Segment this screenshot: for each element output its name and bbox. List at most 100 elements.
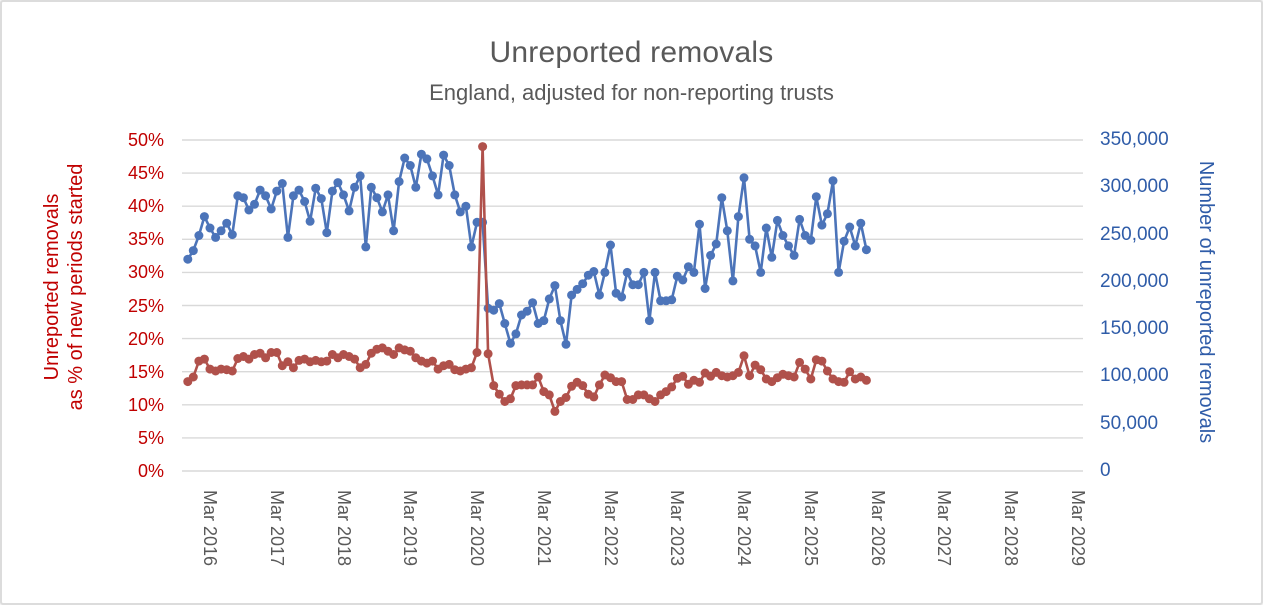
data-point-right	[561, 339, 571, 349]
data-point-right	[589, 267, 599, 276]
data-point-left	[817, 356, 827, 366]
data-point-right	[639, 267, 649, 277]
data-point-left	[288, 363, 298, 373]
data-point-right	[761, 223, 771, 233]
data-point-right	[606, 240, 615, 250]
data-point-right	[728, 276, 738, 286]
data-point-left	[544, 390, 554, 400]
data-point-right	[433, 190, 443, 200]
data-point-right	[222, 218, 232, 228]
data-point-right	[845, 222, 855, 232]
data-point-right	[261, 191, 271, 201]
y-left-tick-label: 5%	[137, 427, 164, 448]
data-point-right	[650, 267, 660, 277]
y-right-tick-label: 0	[1100, 460, 1111, 481]
y-right-tick-label: 150,000	[1100, 318, 1169, 340]
data-point-left	[361, 359, 371, 369]
data-point-right	[683, 262, 693, 272]
data-point-right	[372, 193, 382, 203]
data-point-left	[733, 367, 743, 377]
y-left-tick-label: 0%	[137, 461, 164, 481]
data-point-right	[205, 223, 215, 233]
data-point-right	[850, 241, 860, 251]
y-right-tick-label: 100,000	[1100, 365, 1169, 387]
data-point-left	[861, 375, 871, 385]
data-point-right	[361, 242, 371, 252]
data-point-right	[211, 232, 221, 242]
data-point-right	[811, 192, 821, 202]
data-point-right	[389, 226, 399, 236]
data-point-left	[199, 354, 209, 364]
x-tick-label: Mar 2025	[800, 490, 821, 567]
y-right-tick-label: 350,000	[1100, 129, 1169, 150]
x-tick-label: Mar 2024	[734, 490, 754, 567]
x-tick-label: Mar 2017	[266, 490, 287, 567]
y-left-tick-label: 25%	[127, 295, 164, 316]
x-tick-label: Mar 2016	[200, 490, 220, 567]
data-point-right	[244, 205, 254, 215]
left-axis-title-line1: Unreported removals	[41, 193, 63, 381]
data-point-right	[528, 298, 538, 308]
data-point-right	[428, 171, 437, 181]
data-point-right	[667, 295, 677, 305]
data-point-right	[789, 250, 799, 260]
data-point-right	[739, 173, 749, 183]
data-point-right	[283, 232, 293, 242]
data-point-right	[216, 226, 226, 236]
y-right-tick-label: 250,000	[1100, 223, 1169, 245]
data-point-left	[650, 397, 660, 406]
data-point-right	[461, 201, 471, 211]
chart-subtitle: England, adjusted for non-reporting trus…	[429, 80, 834, 105]
data-point-right	[305, 216, 315, 226]
data-point-right	[250, 199, 259, 209]
data-point-right	[366, 182, 376, 192]
data-point-right	[745, 234, 755, 244]
x-tick-label: Mar 2029	[1067, 490, 1088, 567]
data-point-right	[689, 267, 699, 277]
y-left-tick-label: 20%	[127, 328, 164, 349]
data-point-left	[472, 348, 482, 357]
data-point-right	[199, 212, 209, 222]
data-point-right	[539, 316, 549, 326]
data-point-right	[578, 279, 588, 289]
y-left-tick-label: 10%	[127, 394, 164, 415]
data-point-left	[350, 354, 360, 364]
data-point-right	[594, 290, 604, 300]
data-point-right	[567, 290, 577, 300]
data-point-right	[717, 193, 727, 203]
data-point-left	[667, 382, 677, 392]
data-point-right	[227, 230, 237, 240]
y-right-tick-label: 200,000	[1100, 270, 1169, 292]
data-point-left	[261, 353, 271, 363]
data-point-right	[695, 219, 704, 229]
data-point-left	[283, 357, 293, 367]
y-left-tick-label: 35%	[127, 229, 164, 250]
x-tick-label: Mar 2028	[1001, 490, 1021, 567]
data-point-right	[277, 179, 287, 188]
data-point-right	[489, 305, 499, 315]
data-point-right	[856, 218, 866, 228]
y-left-tick-label: 15%	[127, 361, 164, 382]
data-point-right	[194, 231, 204, 240]
data-point-left	[272, 348, 282, 357]
data-point-right	[188, 246, 198, 256]
data-point-right	[822, 209, 832, 219]
data-point-right	[422, 154, 432, 164]
chart-title: Unreported removals	[489, 36, 774, 69]
data-point-right	[405, 161, 415, 170]
data-point-right	[183, 254, 193, 264]
data-point-right	[383, 190, 393, 200]
data-point-right	[861, 245, 871, 255]
data-point-right	[806, 235, 816, 245]
data-point-right	[700, 284, 710, 293]
data-point-right	[505, 338, 515, 348]
data-point-right	[339, 190, 348, 200]
data-point-right	[288, 191, 298, 201]
data-point-right	[756, 267, 766, 277]
data-point-left	[745, 371, 755, 381]
data-point-left	[795, 357, 805, 367]
data-point-left	[789, 372, 799, 382]
data-point-left	[528, 380, 538, 390]
data-point-left	[444, 359, 454, 369]
